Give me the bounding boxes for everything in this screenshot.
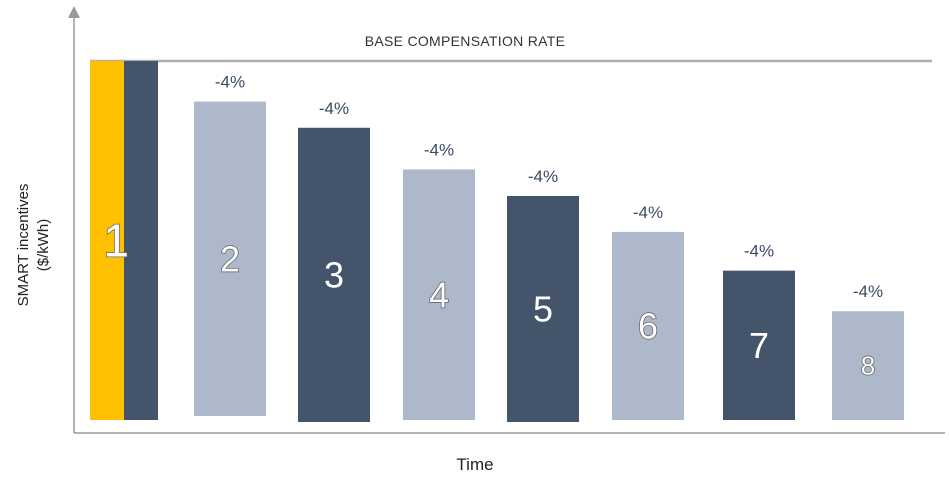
change-label-5: -4% [528, 167, 558, 186]
change-label-2: -4% [215, 73, 245, 92]
change-label-4: -4% [424, 140, 454, 159]
bar-number-3: 3 [324, 254, 344, 295]
bar-number-7: 7 [749, 325, 769, 366]
bar-1-dark-segment [124, 61, 158, 420]
y-axis-title-line-2: ($/kWh) [35, 219, 52, 272]
bar-number-4: 4 [429, 274, 449, 315]
bar-5 [507, 195, 579, 422]
bar-number-5: 5 [533, 289, 553, 330]
change-label-6: -4% [633, 203, 663, 222]
x-axis-title: Time [456, 455, 493, 474]
bar-4 [403, 169, 475, 420]
bar-2 [194, 101, 266, 416]
bar-6 [612, 231, 684, 420]
bar-7 [723, 270, 795, 420]
bar-number-2: 2 [220, 238, 240, 279]
y-axis-title-line-1: SMART incentives [15, 184, 32, 307]
bar-number-6: 6 [638, 306, 658, 347]
bar-number-8: 8 [861, 351, 875, 381]
bars-group: 1 -4% 2 -4% 3 -4% 4 -4% 5 -4% 6 -4% 7 -4% 8 [90, 61, 904, 423]
bar-3 [298, 127, 370, 423]
change-label-8: -4% [853, 282, 883, 301]
y-axis-title: SMART incentives ($/kWh) [15, 184, 52, 307]
bar-8 [832, 311, 904, 420]
y-axis-arrow-icon [68, 6, 80, 18]
base-compensation-label: BASE COMPENSATION RATE [365, 33, 566, 49]
change-label-3: -4% [319, 99, 349, 118]
change-label-7: -4% [744, 242, 774, 261]
bar-1-yellow-segment [90, 61, 124, 420]
bar-number-1: 1 [103, 215, 129, 267]
